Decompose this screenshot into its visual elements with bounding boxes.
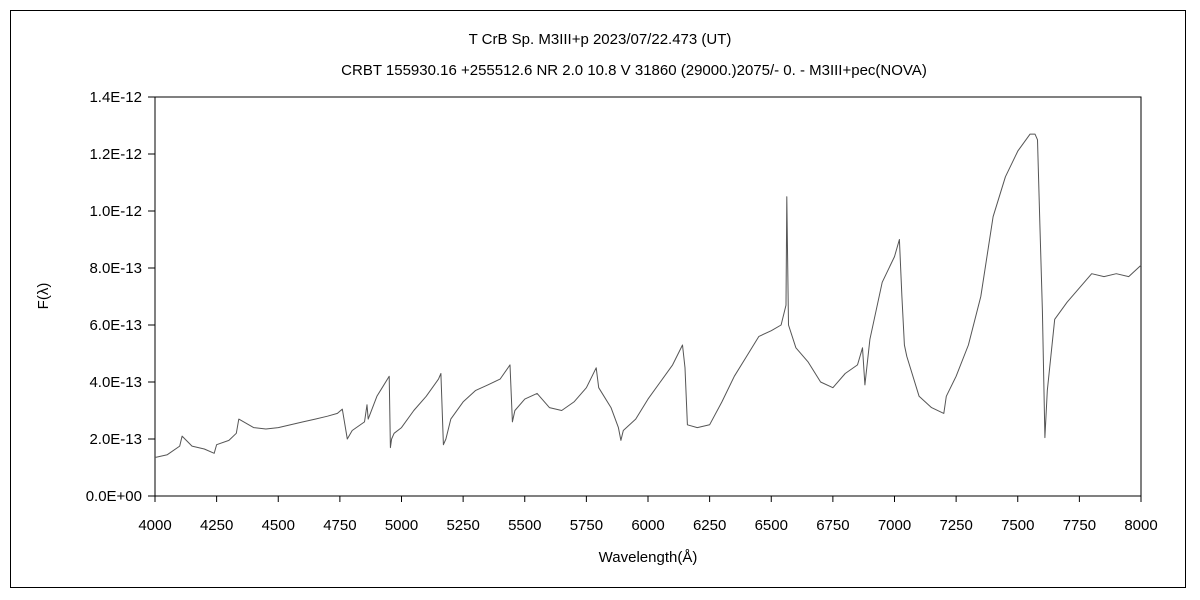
x-tick-label: 7000 xyxy=(878,517,911,534)
chart-subtitle: CRBT 155930.16 +255512.6 NR 2.0 10.8 V 3… xyxy=(341,62,927,79)
y-tick-label: 8.0E-13 xyxy=(89,260,142,277)
x-tick-label: 6750 xyxy=(816,517,849,534)
x-tick-label: 4500 xyxy=(262,517,295,534)
x-tick-label: 5250 xyxy=(446,517,479,534)
spectrum-line xyxy=(154,133,1142,458)
y-tick-label: 0.0E+00 xyxy=(86,488,142,505)
x-tick-label: 8000 xyxy=(1124,517,1157,534)
plot-area xyxy=(154,96,1142,497)
y-tick-label: 1.4E-12 xyxy=(89,89,142,106)
y-tick-label: 6.0E-13 xyxy=(89,317,142,334)
chart-title: T CrB Sp. M3III+p 2023/07/22.473 (UT) xyxy=(469,31,732,48)
x-tick-label: 4750 xyxy=(323,517,356,534)
x-tick-label: 4000 xyxy=(138,517,171,534)
x-tick-label: 5000 xyxy=(385,517,418,534)
x-tick-label: 6500 xyxy=(755,517,788,534)
x-tick-label: 5500 xyxy=(508,517,541,534)
series-layer xyxy=(154,133,1142,458)
x-tick-label: 6250 xyxy=(693,517,726,534)
x-axis: 4000 4250 4500 4750 5000 5250 5500 5750 6000 6250… xyxy=(138,496,1158,534)
x-tick-label: 7750 xyxy=(1063,517,1096,534)
x-axis-label: Wavelength(Å) xyxy=(599,549,698,566)
x-tick-label: 4250 xyxy=(200,517,233,534)
x-tick-label: 7500 xyxy=(1001,517,1034,534)
y-tick-label: 1.0E-12 xyxy=(89,203,142,220)
y-axis-label: F(λ) xyxy=(35,283,52,310)
x-tick-label: 5750 xyxy=(570,517,603,534)
x-tick-label: 7250 xyxy=(939,517,972,534)
y-tick-label: 4.0E-13 xyxy=(89,374,142,391)
y-tick-label: 1.2E-12 xyxy=(89,146,142,163)
y-axis: 0.0E+00 2.0E-13 4.0E-13 6.0E-13 8.0E-13 1.0E-… xyxy=(86,89,155,505)
x-tick-label: 6000 xyxy=(631,517,664,534)
y-tick-label: 2.0E-13 xyxy=(89,431,142,448)
